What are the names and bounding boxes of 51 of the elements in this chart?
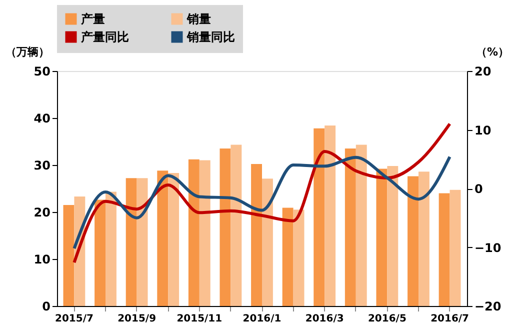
- legend-label: 销量同比: [186, 30, 235, 44]
- bar: [344, 148, 356, 306]
- bar: [157, 170, 168, 306]
- y-tick-label: 30: [34, 158, 50, 172]
- bar: [376, 168, 388, 306]
- y2-tick-label: −10: [474, 240, 502, 255]
- legend-label: 产量同比: [80, 30, 129, 44]
- bar: [94, 200, 106, 306]
- bar: [188, 159, 200, 306]
- bar: [106, 192, 116, 306]
- bar: [136, 178, 148, 306]
- y-tick-label: 40: [34, 112, 50, 126]
- bar: [408, 176, 418, 306]
- bar: [168, 172, 180, 306]
- y-tick-label: 10: [34, 252, 50, 266]
- bar: [324, 126, 336, 306]
- y-axis-title: （万辆）: [6, 46, 50, 58]
- bar: [314, 128, 325, 306]
- x-tick-label: 2016/5: [368, 314, 406, 324]
- x-tick-label: 2015/9: [118, 314, 156, 324]
- bar: [63, 204, 74, 306]
- x-tick-label: 2015/7: [54, 314, 94, 324]
- bar: [251, 164, 262, 306]
- bar: [438, 193, 450, 306]
- y2-tick-label: 0: [474, 182, 483, 196]
- x-tick-label: 2016/3: [305, 314, 344, 324]
- x-tick-label: 2016/1: [242, 314, 282, 324]
- bar: [356, 144, 367, 306]
- y2-axis-title: （%）: [476, 46, 510, 58]
- bar: [418, 172, 430, 306]
- bar: [262, 178, 273, 306]
- bar: [282, 208, 294, 306]
- y2-tick-label: 20: [474, 64, 492, 78]
- legend-label: 产量: [80, 12, 105, 26]
- y2-tick-label: −20: [474, 300, 502, 314]
- bar: [126, 178, 137, 306]
- bar: [293, 210, 304, 306]
- x-tick-label: 2015/11: [176, 314, 222, 324]
- bar: [220, 148, 231, 306]
- bar: [450, 190, 461, 306]
- x-tick-label: 2016/7: [430, 314, 470, 324]
- line-series: [72, 122, 452, 264]
- y2-tick-label: 10: [474, 123, 492, 138]
- legend-label: 销量: [186, 12, 211, 26]
- bar: [199, 160, 210, 306]
- bar: [230, 144, 242, 306]
- line-series: [72, 155, 452, 250]
- y-tick-label: 20: [34, 206, 50, 220]
- y-tick-label: 0: [42, 300, 50, 314]
- y-tick-label: 50: [34, 64, 50, 78]
- bar: [387, 166, 398, 306]
